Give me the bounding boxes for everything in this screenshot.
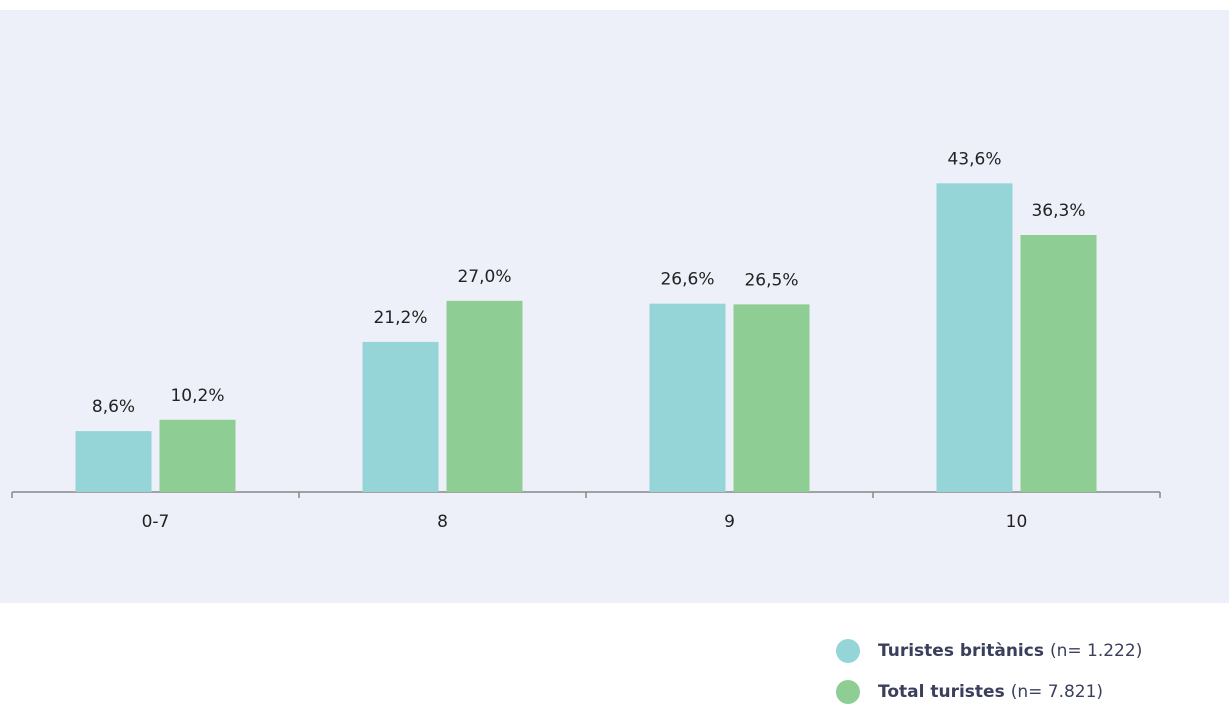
- legend-swatch: [836, 639, 860, 663]
- bar: [1020, 234, 1097, 492]
- legend-label: Turistes britànics (n= 1.222): [878, 641, 1142, 661]
- legend-sample: (n= 7.821): [1011, 682, 1103, 702]
- bar: [362, 341, 439, 492]
- legend-sample: (n= 1.222): [1050, 641, 1142, 661]
- value-label: 36,3%: [1031, 201, 1085, 221]
- value-label: 43,6%: [947, 149, 1001, 169]
- x-tick-label: 0-7: [142, 512, 170, 532]
- bar: [159, 419, 236, 492]
- x-tick-label: 9: [724, 512, 735, 532]
- value-label: 21,2%: [373, 308, 427, 328]
- value-label: 26,6%: [660, 270, 714, 290]
- bar: [733, 304, 810, 492]
- value-label: 10,2%: [170, 386, 224, 406]
- value-label: 8,6%: [92, 397, 135, 417]
- value-label: 27,0%: [457, 267, 511, 287]
- bar: [446, 300, 523, 492]
- x-tick-label: 8: [437, 512, 448, 532]
- legend-swatch: [836, 680, 860, 704]
- value-label: 26,5%: [744, 270, 798, 290]
- bar: [936, 183, 1013, 492]
- legend-label: Total turistes (n= 7.821): [878, 682, 1103, 702]
- bar: [649, 303, 726, 492]
- x-tick-label: 10: [1006, 512, 1028, 532]
- legend-name: Total turistes: [878, 682, 1005, 702]
- bar: [75, 431, 152, 492]
- legend-name: Turistes britànics: [878, 641, 1044, 661]
